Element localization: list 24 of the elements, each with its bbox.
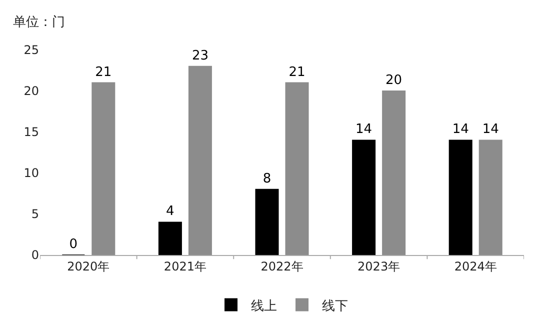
x-tick-label: 2021年 <box>164 259 206 274</box>
y-tick-label: 5 <box>31 207 39 222</box>
data-label: 14 <box>452 122 469 138</box>
data-label: 23 <box>192 48 208 64</box>
y-axis-title: 单位：门 <box>13 14 65 30</box>
y-tick-label: 25 <box>24 43 39 58</box>
legend-label: 线下 <box>322 298 348 314</box>
x-tick-label: 2020年 <box>67 259 110 274</box>
data-label: 21 <box>95 64 112 80</box>
data-label: 8 <box>262 171 272 186</box>
data-label: 4 <box>166 204 174 220</box>
data-label: 20 <box>386 73 402 88</box>
x-tick-label: 2023年 <box>358 259 400 274</box>
data-label: 21 <box>288 64 306 80</box>
y-tick-label: 20 <box>24 84 39 98</box>
x-tick-label: 2022年 <box>260 259 304 274</box>
y-tick-label: 0 <box>31 248 39 262</box>
data-label: 0 <box>69 237 78 252</box>
data-label: 14 <box>482 122 499 138</box>
y-tick-label: 10 <box>24 166 39 180</box>
legend-label: 线上 <box>251 298 277 314</box>
x-tick-label: 2024年 <box>454 259 497 274</box>
data-label: 14 <box>356 122 372 138</box>
y-tick-label: 15 <box>24 125 39 140</box>
